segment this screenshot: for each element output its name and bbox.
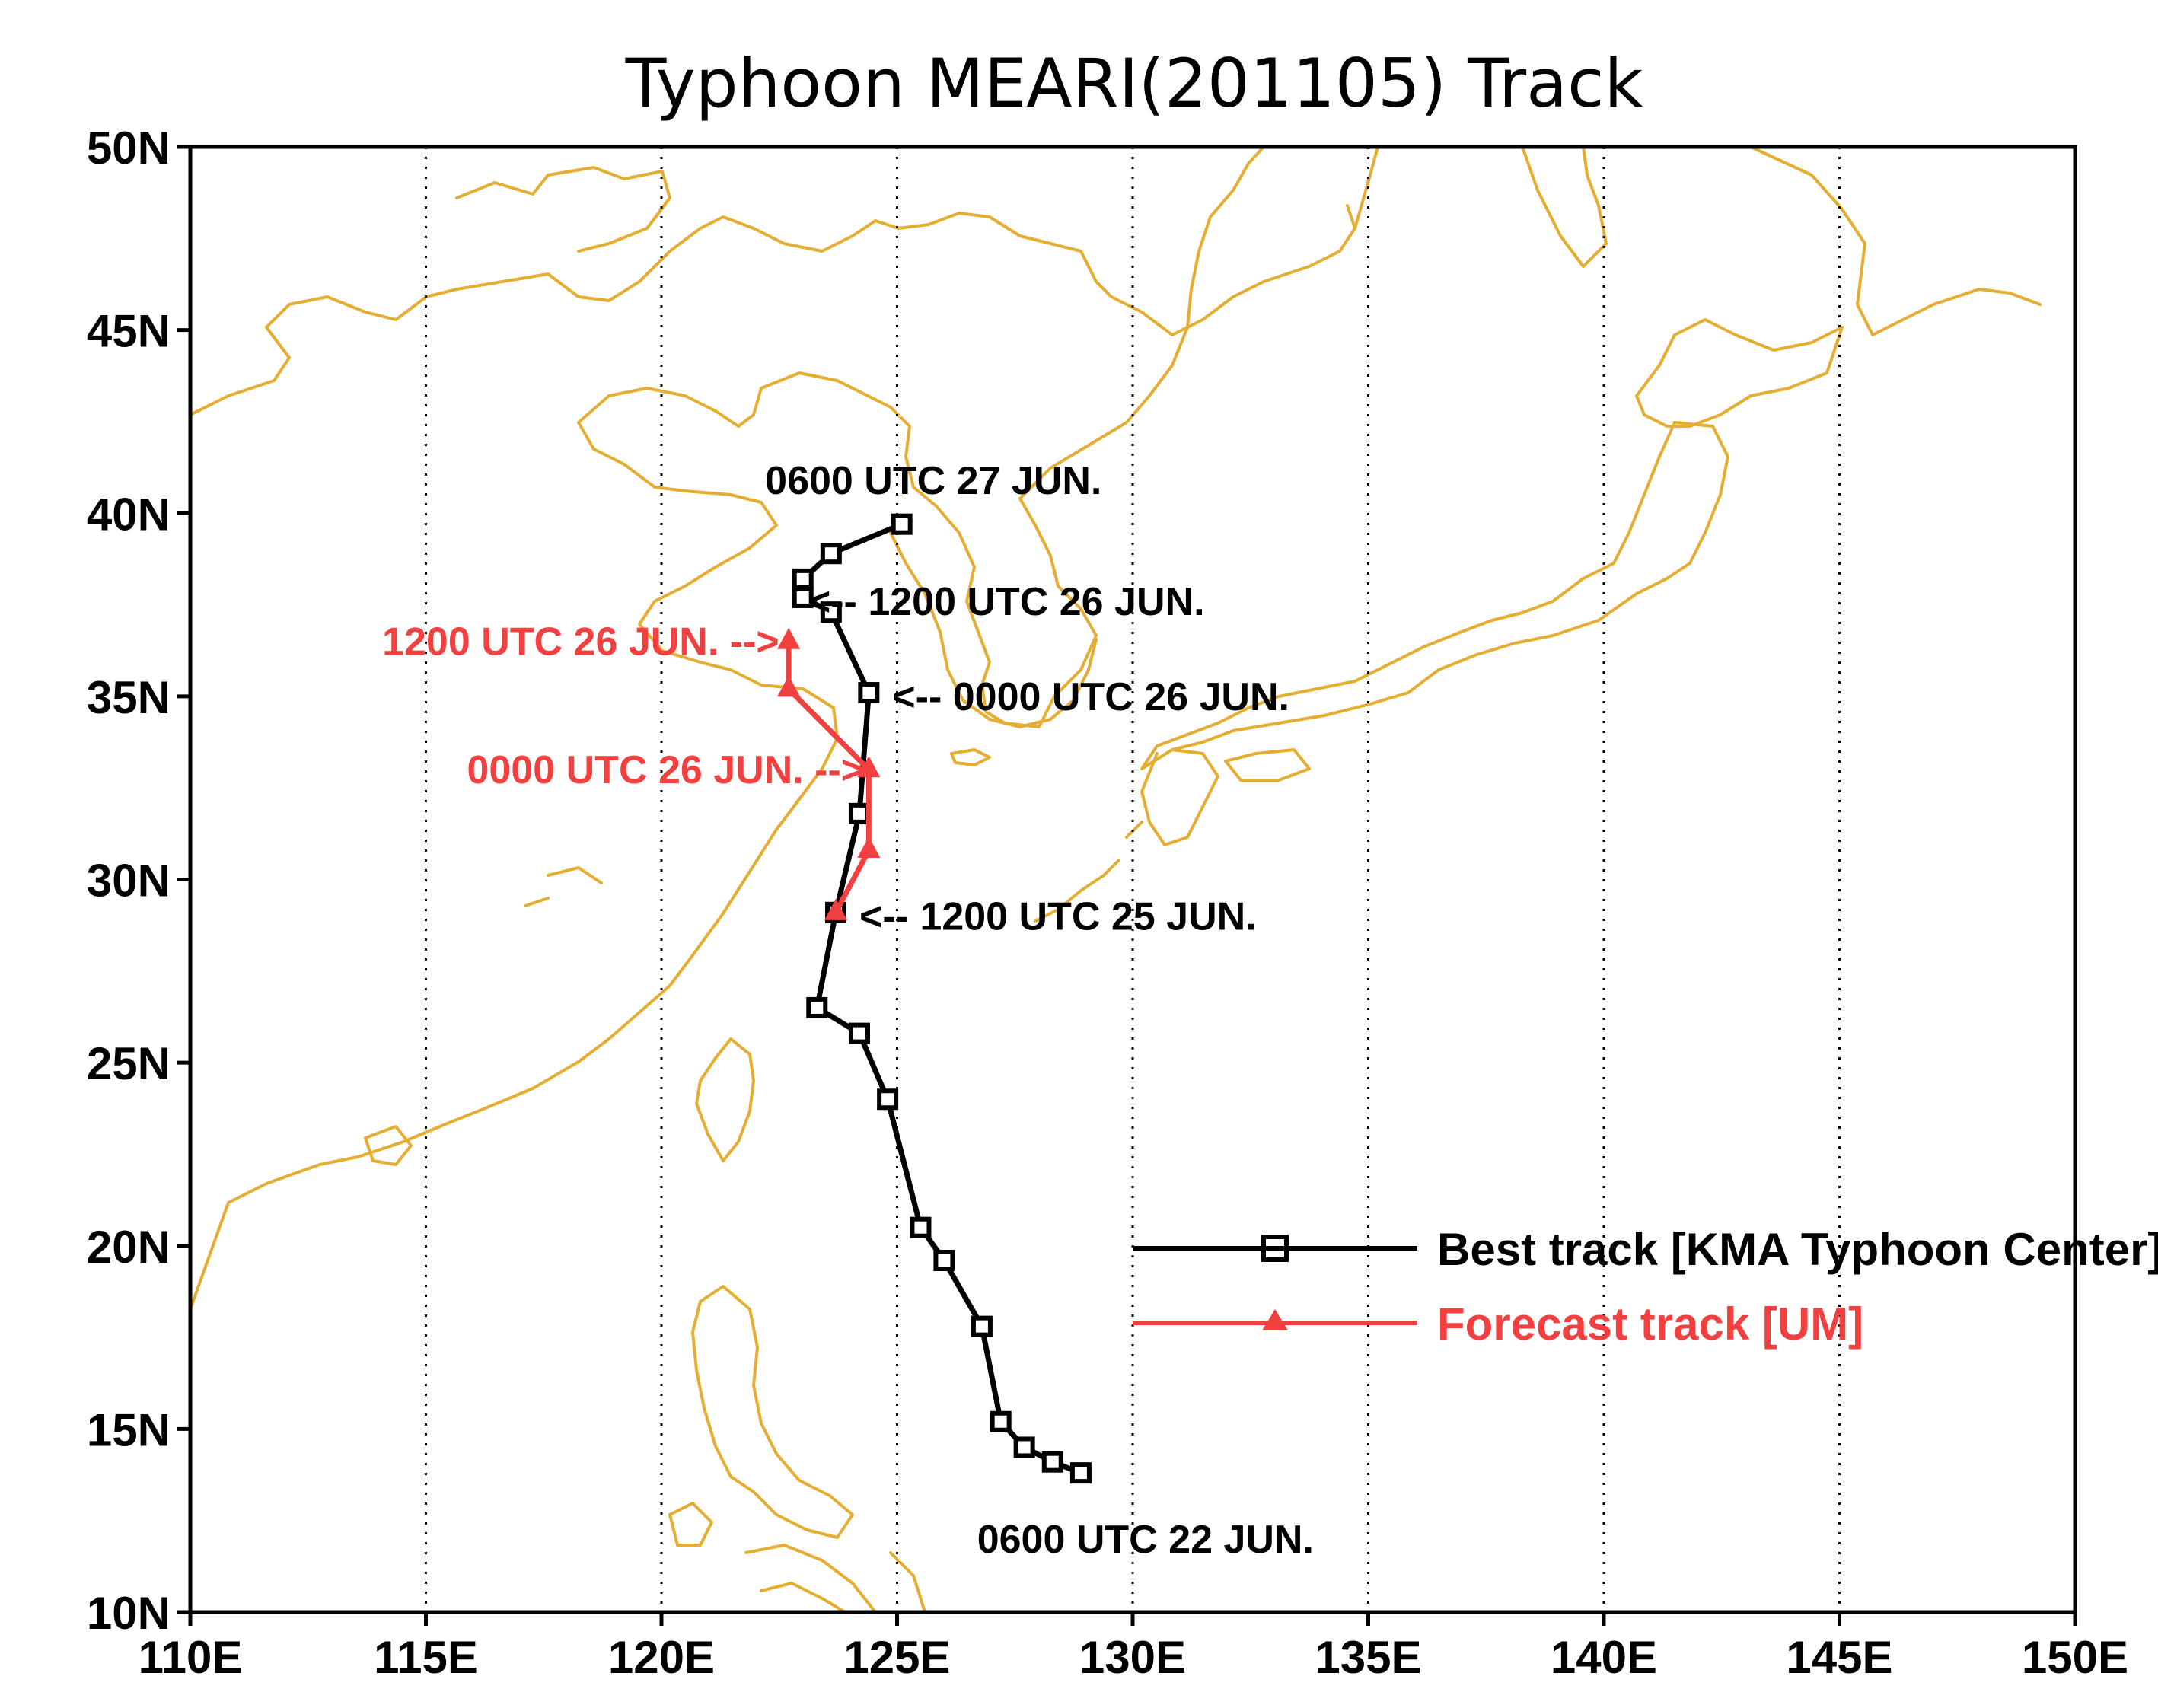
track-annotation-3: <-- 1200 UTC 25 JUN. xyxy=(859,895,1257,939)
y-tick-label-30N: 30N xyxy=(87,856,171,907)
best-track-point-0 xyxy=(1069,1462,1092,1484)
y-tick-label-50N: 50N xyxy=(87,123,171,174)
coastline-kyushu xyxy=(1140,748,1219,846)
coastline-shikoku xyxy=(1224,748,1311,782)
best-track-point-7 xyxy=(877,1088,899,1111)
best-track-point-9 xyxy=(806,996,828,1018)
track-annotation-2: <-- 0000 UTC 26 JUN. xyxy=(892,675,1289,719)
y-tick-label-20N: 20N xyxy=(87,1222,171,1273)
best-track-point-8 xyxy=(848,1022,870,1044)
x-tick-label-130E: 130E xyxy=(1079,1632,1186,1683)
coastline-taiwan xyxy=(695,1037,755,1162)
annotation-layer: 0600 UTC 27 JUN. <-- 1200 UTC 26 JUN. <-- … xyxy=(382,459,1314,1562)
forecast-track-point-2 xyxy=(857,756,881,778)
best-track-point-13 xyxy=(820,601,842,623)
y-tick-label-25N: 25N xyxy=(87,1038,171,1089)
y-tick-label-40N: 40N xyxy=(87,489,171,540)
best-track-point-11 xyxy=(848,802,870,824)
x-tick-label-120E: 120E xyxy=(608,1632,715,1683)
coastline-layer xyxy=(190,147,2042,1612)
coastline-north xyxy=(190,204,1356,416)
x-tick-label-125E: 125E xyxy=(843,1632,950,1683)
track-annotation-5: 1200 UTC 26 JUN. --> xyxy=(382,620,779,664)
best-track-point-16 xyxy=(820,543,842,565)
x-tick-label-135E: 135E xyxy=(1315,1632,1421,1683)
coastline-korea xyxy=(889,531,1098,728)
track-annotation-4: 0600 UTC 22 JUN. xyxy=(977,1518,1314,1562)
best-track-point-15 xyxy=(792,568,814,590)
coastline-visayas xyxy=(744,1544,926,1612)
forecast-track-point-1 xyxy=(857,836,881,858)
x-tick-label-145E: 145E xyxy=(1786,1632,1892,1683)
best-track-point-2 xyxy=(1013,1436,1035,1458)
best-track-point-6 xyxy=(910,1216,932,1238)
forecast-track-point-3 xyxy=(777,675,801,697)
forecast-track-point-0 xyxy=(824,898,848,920)
track-annotation-1: <-- 1200 UTC 26 JUN. xyxy=(808,580,1205,624)
x-tick-label-115E: 115E xyxy=(374,1632,478,1683)
coastline-inner-sea xyxy=(455,166,671,253)
y-tick-label-45N: 45N xyxy=(87,306,171,357)
legend-forecast-track-label: Forecast track [UM] xyxy=(1437,1299,1863,1350)
y-tick-label-10N: 10N xyxy=(87,1588,171,1639)
track-annotation-0: 0600 UTC 27 JUN. xyxy=(765,459,1101,503)
coastline-zhoushan xyxy=(524,866,603,907)
legend: Best track [KMA Typhoon Center] Forecast… xyxy=(1133,1224,2158,1350)
coastline-mindoro xyxy=(668,1502,713,1547)
coastline-luzon xyxy=(691,1285,854,1539)
coastline-hokkaido xyxy=(1635,318,1844,428)
best-track-point-3 xyxy=(990,1410,1012,1432)
best-track-point-1 xyxy=(1041,1451,1063,1473)
y-tick-label-15N: 15N xyxy=(87,1404,171,1455)
legend-best-track-label: Best track [KMA Typhoon Center] xyxy=(1437,1224,2158,1275)
coastline-jeju xyxy=(950,748,991,766)
best-track-point-4 xyxy=(971,1315,993,1337)
best-track-point-5 xyxy=(933,1250,955,1271)
x-tick-label-110E: 110E xyxy=(139,1632,243,1683)
coastline-hainan xyxy=(364,1125,413,1166)
forecast-track-point-4 xyxy=(777,627,801,649)
x-tick-label-150E: 150E xyxy=(2022,1632,2128,1683)
coastline-ryukyu xyxy=(1034,821,1143,923)
x-tick-label-140E: 140E xyxy=(1551,1632,1657,1683)
coastline-kamchatka xyxy=(1749,147,2042,336)
best-track-point-12 xyxy=(858,682,880,704)
best-track-point-17 xyxy=(891,513,913,535)
track-annotation-6: 0000 UTC 26 JUN. --> xyxy=(467,748,865,792)
coastline-sakhalin xyxy=(1521,147,1608,268)
longitude-grid xyxy=(425,147,1841,1612)
y-tick-label-35N: 35N xyxy=(87,672,171,723)
coastline-mainland xyxy=(190,147,1265,1311)
track-layer xyxy=(777,513,1092,1484)
y-axis: 10N 15N 20N 25N 30N 35N 40N 45N 50N xyxy=(87,123,190,1639)
x-axis: 110E 115E 120E 125E 130E 135E 140E 145E 150E xyxy=(139,1612,2128,1683)
legend-forecast-track-marker xyxy=(1262,1309,1288,1330)
legend-best-track-marker xyxy=(1261,1235,1289,1262)
coastline-north-east xyxy=(1353,147,1379,230)
map-title: Typhoon MEARI(201105) Track xyxy=(625,44,1643,123)
